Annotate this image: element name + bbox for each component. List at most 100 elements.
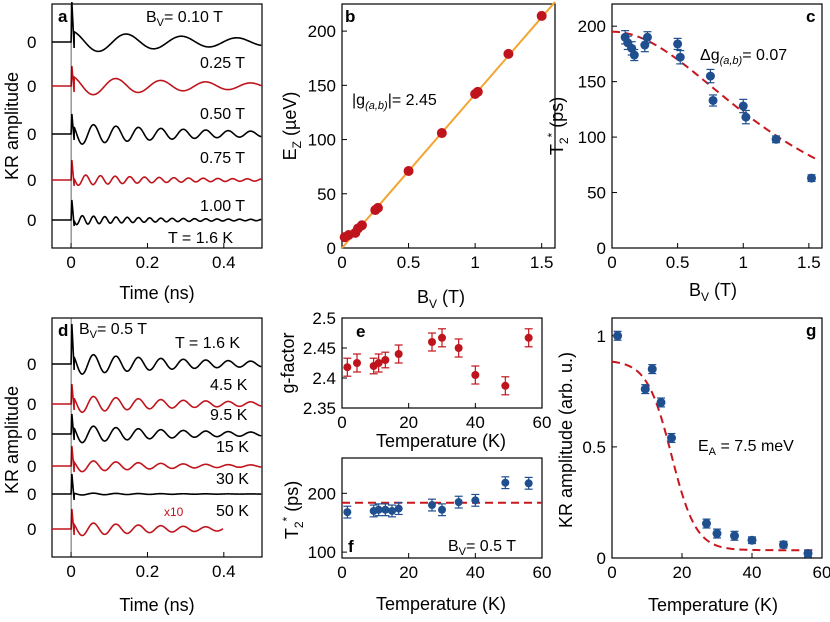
trace-line bbox=[52, 1, 262, 53]
data-point bbox=[454, 344, 463, 352]
zero-label: 0 bbox=[27, 520, 36, 539]
panel-label-g: g bbox=[806, 321, 816, 340]
series-label-0: BV= 0.10 T bbox=[146, 9, 223, 29]
data-point bbox=[374, 505, 383, 514]
temperature-annotation: T = 1.6 K bbox=[168, 230, 233, 247]
data-point bbox=[705, 71, 715, 81]
data-point bbox=[738, 101, 748, 111]
x-axis-label: Temperature (K) bbox=[376, 431, 506, 451]
zero-label: 0 bbox=[27, 425, 36, 444]
data-point bbox=[501, 478, 510, 487]
y-axis-label: KR amplitude bbox=[2, 72, 22, 180]
data-point bbox=[454, 498, 463, 507]
y-tick-label: 200 bbox=[308, 484, 336, 503]
data-point bbox=[803, 549, 813, 559]
panel-e-plot: 0 20 40 60 2.35 2.4 2.45 2.5 bbox=[303, 309, 552, 432]
data-point bbox=[471, 496, 480, 505]
panel-f: f 0 20 40 60 100 200 BV= 0.5 T Temperature (K… bbox=[280, 457, 551, 614]
x-axis-label: BV (T) bbox=[689, 280, 737, 304]
y-tick-label: 0 bbox=[597, 549, 606, 568]
zero-label: 0 bbox=[27, 485, 36, 504]
zero-label: 0 bbox=[27, 211, 36, 230]
data-point bbox=[388, 506, 396, 515]
data-point bbox=[524, 479, 533, 488]
field-annotation: BV= 0.5 T bbox=[448, 538, 516, 558]
series-label-0: T = 1.6 K bbox=[175, 335, 240, 352]
y-tick-label: 200 bbox=[578, 17, 606, 36]
data-point bbox=[741, 112, 751, 122]
series-label-1: 0.25 T bbox=[200, 55, 245, 72]
y-tick-label: 100 bbox=[308, 131, 336, 150]
data-point bbox=[372, 202, 383, 213]
y-tick-label: 150 bbox=[308, 76, 336, 95]
x-tick-label: 0.4 bbox=[212, 253, 236, 272]
data-point bbox=[394, 504, 403, 513]
y-tick-label: 0 bbox=[597, 239, 606, 258]
x-axis-label: Temperature (K) bbox=[376, 594, 506, 614]
y-axis-label: T2* (ps) bbox=[545, 97, 571, 155]
zero-label: 0 bbox=[27, 77, 36, 96]
y-tick-label: 50 bbox=[317, 185, 336, 204]
x-tick-label: 1.5 bbox=[797, 253, 821, 272]
panel-g: g 0 20 40 60 0 0.5 1 EA = 7.5 meV Temperature … bbox=[556, 317, 830, 615]
panel-label-e: e bbox=[356, 322, 365, 341]
x-tick-label: 20 bbox=[673, 563, 692, 582]
x-tick-label: 0 bbox=[607, 563, 616, 582]
panel-b-plot: 0 0.5 1 1.5 0 50 100 150 200 bbox=[308, 1, 556, 272]
y-tick-label: 200 bbox=[308, 22, 336, 41]
y-axis-label: g-factor bbox=[278, 332, 298, 393]
zero-label: 0 bbox=[27, 355, 36, 374]
data-point bbox=[712, 529, 722, 539]
data-point bbox=[394, 350, 403, 358]
data-point bbox=[428, 338, 436, 346]
trace-line bbox=[52, 323, 262, 375]
data-point bbox=[356, 220, 367, 231]
x-tick-label: 0.5 bbox=[666, 253, 690, 272]
data-point bbox=[807, 173, 816, 183]
zero-label: 0 bbox=[27, 457, 36, 476]
data-point bbox=[343, 508, 352, 517]
x-axis-label: Time (ns) bbox=[119, 283, 194, 303]
x-tick-label: 60 bbox=[813, 563, 830, 582]
data-point bbox=[702, 519, 711, 529]
data-point bbox=[472, 86, 483, 97]
x-axis-label: Temperature (K) bbox=[648, 595, 778, 615]
data-point bbox=[647, 364, 657, 374]
panel-label-f: f bbox=[348, 537, 354, 556]
x-tick-label: 0 bbox=[607, 253, 616, 272]
x-tick-label: 0.5 bbox=[397, 253, 421, 272]
y-axis-label: T2* (ps) bbox=[280, 481, 306, 539]
series-label-2: 9.5 K bbox=[210, 407, 248, 424]
data-point bbox=[503, 48, 514, 59]
trace-line bbox=[52, 199, 262, 227]
data-point bbox=[438, 505, 446, 514]
x-tick-label: 20 bbox=[399, 413, 418, 432]
y-tick-label: 1 bbox=[597, 327, 606, 346]
data-point bbox=[667, 433, 676, 443]
series-label-3: 0.75 T bbox=[200, 150, 245, 167]
y-tick-label: 2.4 bbox=[312, 369, 336, 388]
y-axis-label: KR amplitude (arb. u.) bbox=[556, 352, 576, 528]
data-point bbox=[708, 95, 718, 105]
panel-f-plot: 0 20 40 60 100 200 bbox=[308, 476, 551, 582]
panel-b: b 0 0.5 1 1.5 0 50 100 150 200 |g(a,b)|= 2.45 BV… bbox=[280, 1, 556, 311]
data-point bbox=[730, 531, 739, 541]
x-tick-label: 1.5 bbox=[530, 253, 554, 272]
x-tick-label: 0.4 bbox=[212, 562, 236, 581]
x-tick-label: 1 bbox=[739, 253, 748, 272]
data-point bbox=[381, 356, 390, 364]
data-point bbox=[524, 333, 533, 342]
x-tick-label: 0.2 bbox=[136, 253, 160, 272]
panel-label-d: d bbox=[58, 321, 68, 340]
x-tick-label: 0.2 bbox=[136, 562, 160, 581]
series-label-1: 4.5 K bbox=[210, 377, 248, 394]
data-point bbox=[675, 52, 685, 62]
data-point bbox=[374, 359, 383, 367]
panel-d: d 0 0.2 0.4 0 0 0 0 0 0 BV= 0.5 T T = 1.6 … bbox=[2, 317, 263, 615]
data-point bbox=[428, 501, 436, 510]
fit-curve bbox=[611, 360, 815, 552]
series-label-2: 0.50 T bbox=[200, 106, 245, 123]
panel-a: a 0 0.2 0.4 0 0 0 0 0 BV= 0.10 T 0.25 T 0.… bbox=[2, 1, 263, 303]
series-label-3: 15 K bbox=[216, 439, 249, 456]
